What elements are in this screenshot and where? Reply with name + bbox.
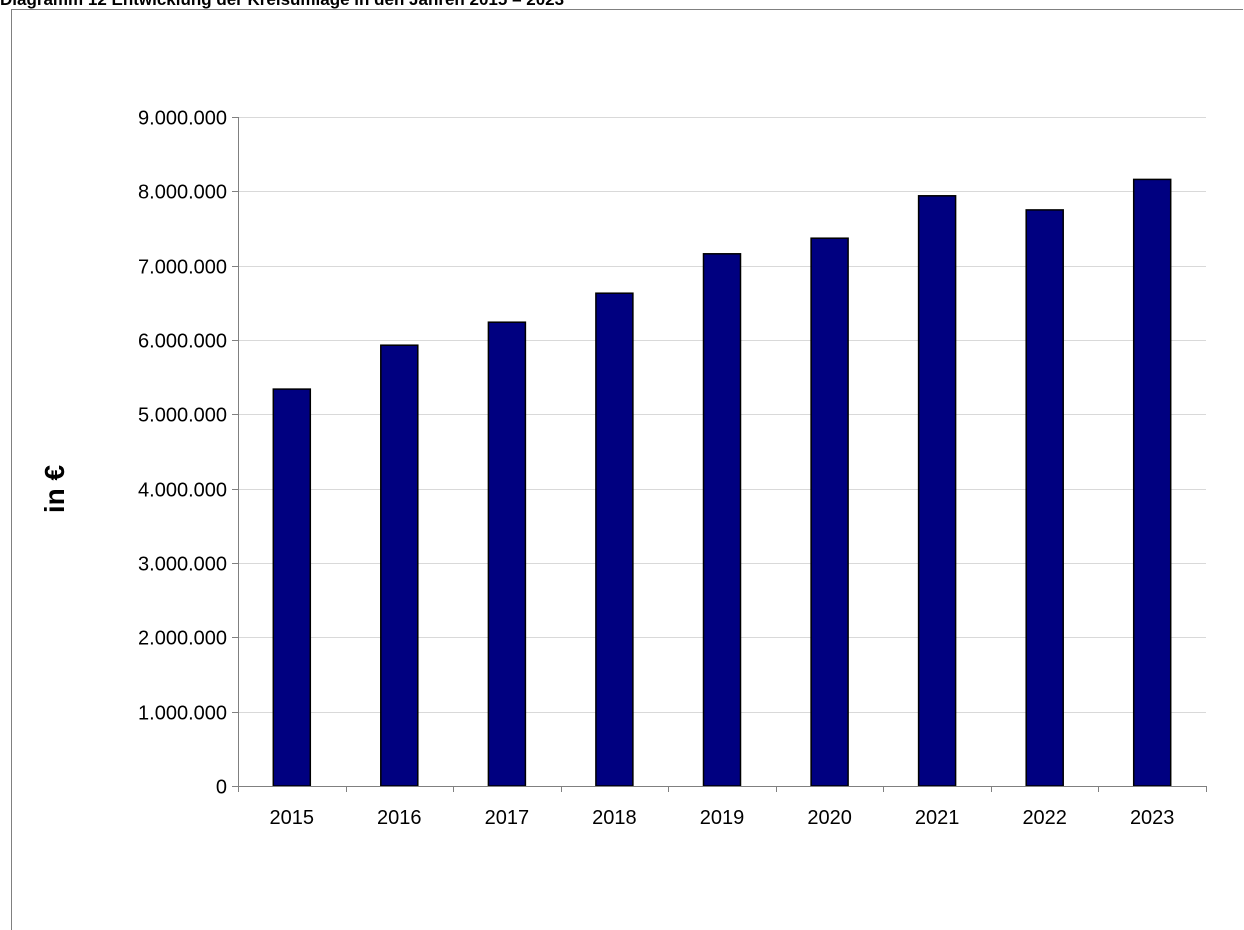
x-tick-label: 2017 xyxy=(485,807,530,829)
y-tick-label: 1.000.000 xyxy=(138,703,227,725)
y-tick-label: 4.000.000 xyxy=(138,480,227,502)
x-tick-label: 2022 xyxy=(1022,807,1067,829)
bar xyxy=(1132,178,1172,787)
x-tick-label: 2015 xyxy=(270,807,315,829)
y-tick-label: 6.000.000 xyxy=(138,331,227,353)
y-tick-label: 7.000.000 xyxy=(138,257,227,279)
bar xyxy=(702,253,742,787)
bar xyxy=(380,344,419,787)
bar xyxy=(272,388,312,787)
chart-title: Diagramm 12 Entwicklung der Kreisumlage … xyxy=(0,0,564,9)
bar xyxy=(1025,209,1064,787)
x-tick-label: 2021 xyxy=(915,807,960,829)
y-tick-label: 2.000.000 xyxy=(138,628,227,650)
bars xyxy=(272,178,1172,787)
tick-labels: 0 1.000.000 2.000.000 3.000.000 4.000.000 5.0… xyxy=(138,108,1174,830)
chart-frame xyxy=(11,9,1243,930)
bar xyxy=(595,292,634,787)
axes xyxy=(232,117,1207,792)
x-tick-label: 2020 xyxy=(807,807,852,829)
y-axis-title: in € xyxy=(39,464,70,513)
bar xyxy=(487,321,527,787)
y-tick-label: 5.000.000 xyxy=(138,405,227,427)
y-tick-label: 0 xyxy=(216,777,227,799)
y-tick-label: 3.000.000 xyxy=(138,554,227,576)
x-tick-label: 2018 xyxy=(592,807,637,829)
x-tick-label: 2016 xyxy=(377,807,422,829)
x-tick-label: 2019 xyxy=(700,807,745,829)
bar xyxy=(917,195,957,787)
y-tick-label: 8.000.000 xyxy=(138,182,227,204)
y-tick-label: 9.000.000 xyxy=(138,108,227,130)
x-tick-label: 2023 xyxy=(1130,807,1175,829)
bar xyxy=(810,237,849,787)
